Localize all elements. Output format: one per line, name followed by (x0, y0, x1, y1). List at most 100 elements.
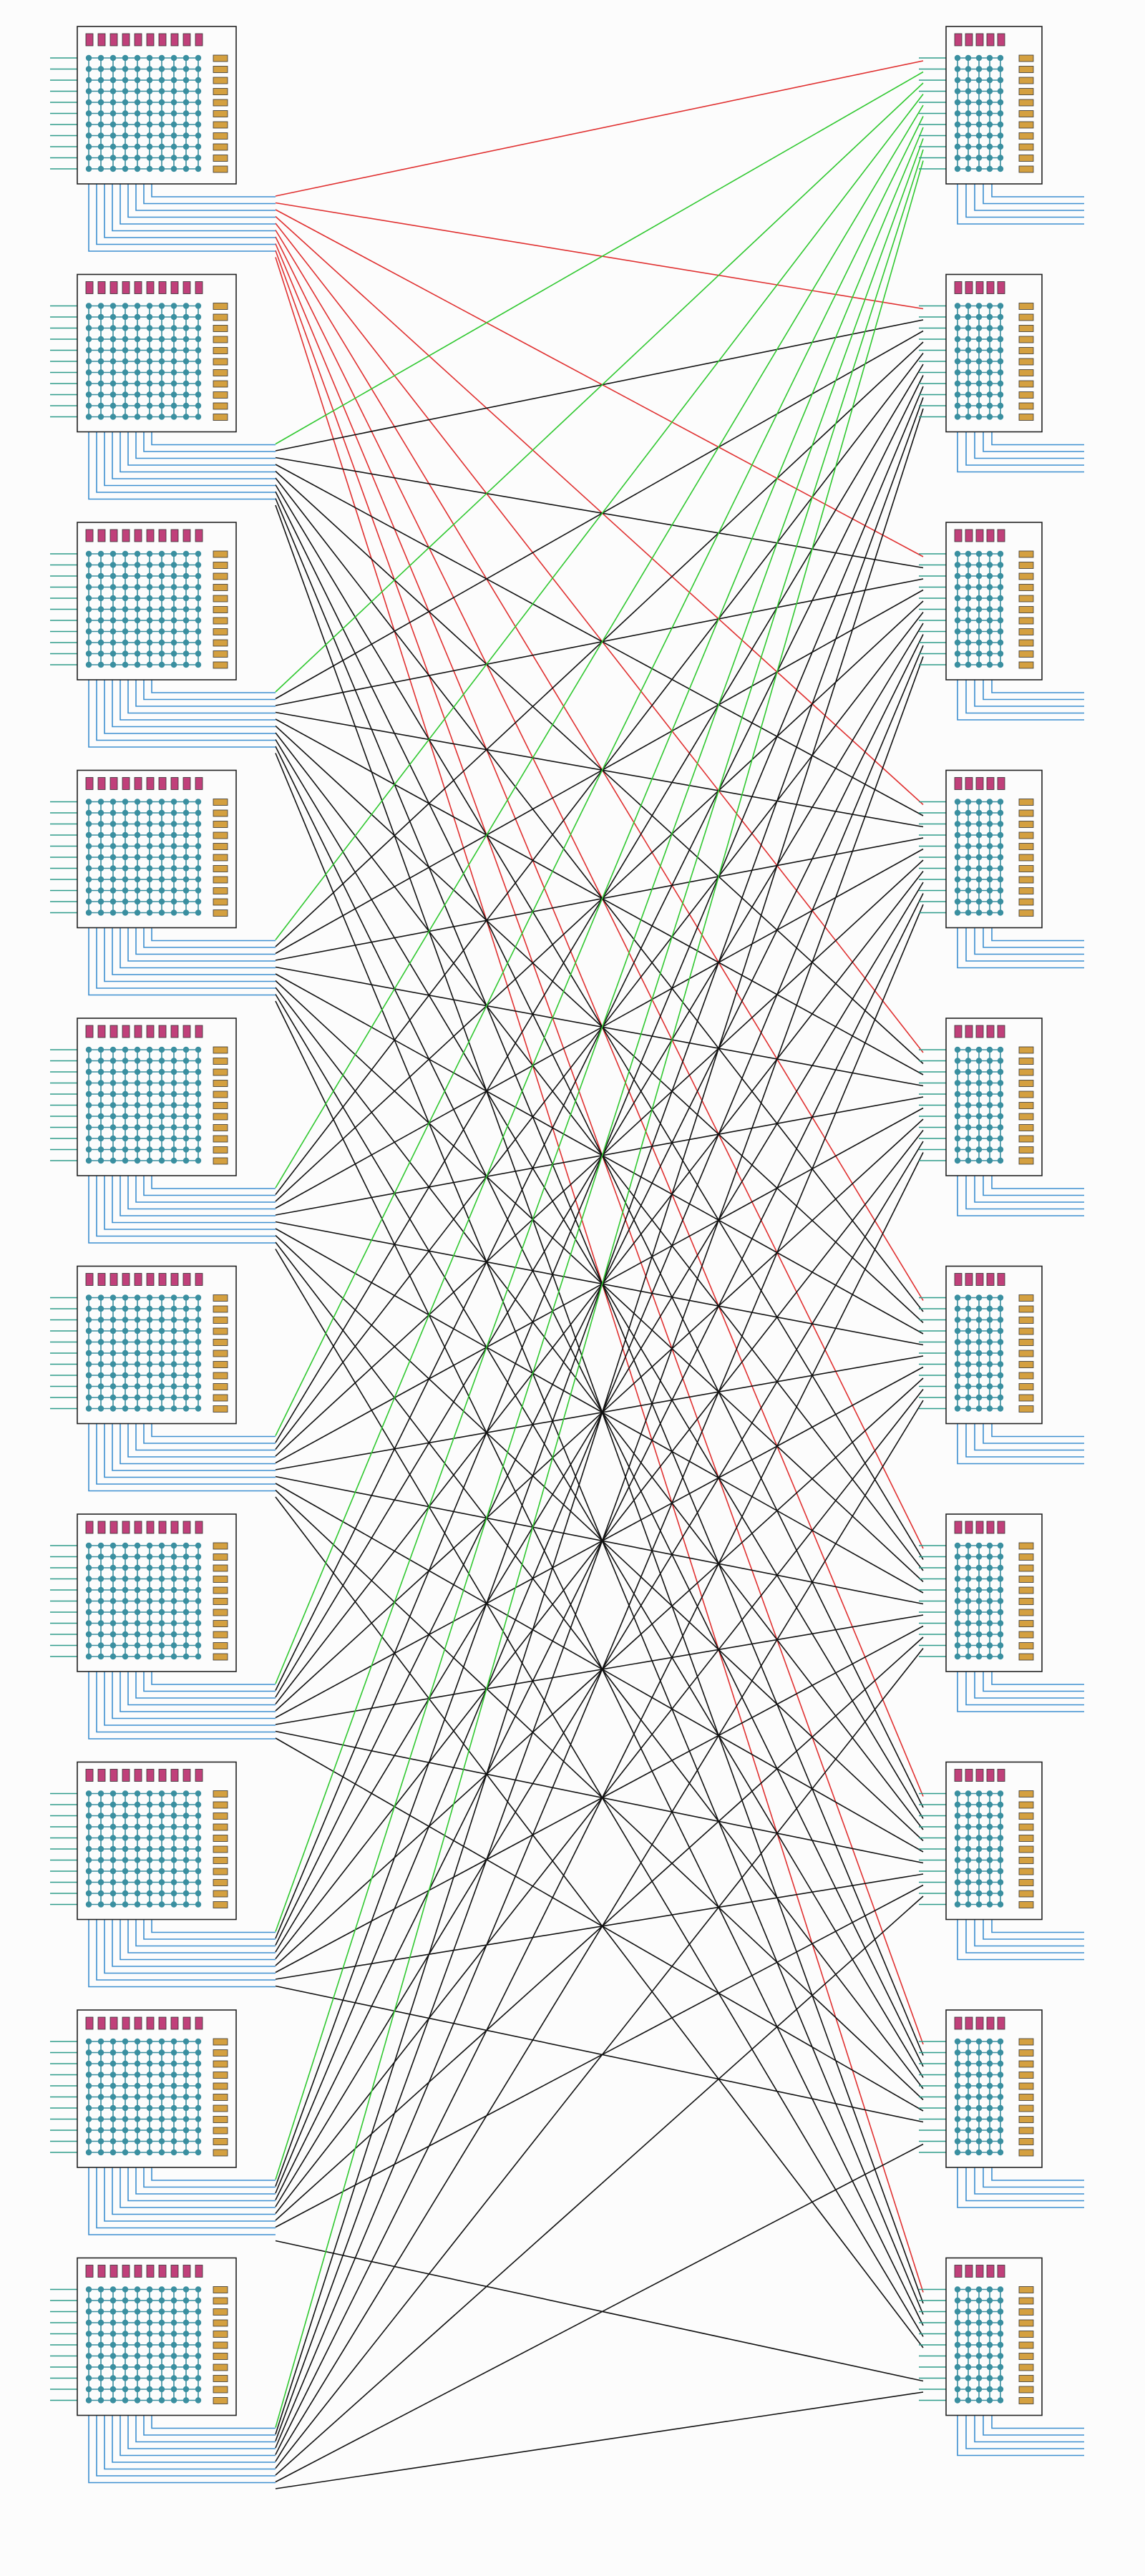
connection-edge (275, 966, 924, 1087)
grid-node (975, 1890, 983, 1897)
grid-node (170, 887, 177, 894)
grid-node (195, 1372, 202, 1379)
grid-node (134, 809, 141, 816)
grid-node (986, 303, 993, 309)
top-indicator (122, 1769, 130, 1782)
grid-node (195, 1350, 202, 1357)
grid-node (170, 1113, 177, 1120)
grid-node (109, 572, 117, 580)
grid-node (109, 325, 117, 331)
grid-node (170, 2386, 177, 2393)
grid-node (997, 865, 1004, 872)
grid-node (986, 562, 993, 568)
connection-edge (275, 71, 924, 445)
grid-node (122, 1394, 129, 1401)
output-line (974, 424, 1084, 459)
grid-node (986, 1835, 993, 1841)
grid-node (986, 1564, 993, 1571)
grid-node (986, 1845, 993, 1853)
grid-node (97, 414, 104, 420)
grid-node (122, 66, 129, 72)
grid-node (85, 1383, 92, 1390)
grid-node (122, 1091, 129, 1098)
side-indicator (213, 876, 228, 884)
grid-node (146, 628, 153, 635)
grid-node (954, 2049, 961, 2056)
grid-node (997, 1146, 1004, 1153)
grid-node (170, 1294, 177, 1301)
side-indicator (213, 2060, 228, 2068)
grid-node (85, 821, 92, 827)
grid-node (85, 1845, 92, 1853)
connection-edge (275, 149, 924, 2180)
grid-node (134, 2375, 141, 2381)
grid-node (134, 1857, 141, 1863)
grid-node (122, 1890, 129, 1897)
grid-node (170, 572, 177, 580)
side-indicator (1018, 414, 1034, 421)
grid-node (134, 2060, 141, 2067)
grid-node (170, 402, 177, 409)
grid-node (965, 66, 972, 72)
grid-node (195, 1576, 202, 1582)
grid-node (146, 1890, 153, 1897)
grid-node (85, 99, 92, 106)
grid-node (97, 313, 104, 321)
top-indicator (134, 33, 142, 47)
grid-node (997, 414, 1004, 420)
grid-node (146, 1361, 153, 1367)
connection-edges (275, 60, 924, 2489)
grid-node (122, 77, 129, 84)
grid-node (965, 1294, 972, 1301)
grid-node (997, 380, 1004, 387)
grid-node (182, 1857, 190, 1863)
grid-node (134, 2297, 141, 2304)
grid-node (97, 606, 104, 613)
grid-node (170, 1157, 177, 1164)
grid-node (158, 402, 165, 409)
output-line (957, 920, 1084, 969)
grid-node (182, 2138, 190, 2145)
connection-edge (275, 578, 924, 706)
grid-node (195, 1564, 202, 1571)
grid-node (975, 1124, 983, 1131)
grid-node (195, 1801, 202, 1808)
grid-node (986, 854, 993, 861)
grid-node (97, 54, 104, 62)
top-indicator (182, 777, 191, 790)
side-indicator (1018, 1653, 1034, 1661)
right-block (919, 1761, 1084, 1961)
connection-edge (275, 1730, 924, 1864)
side-indicator (213, 1609, 228, 1616)
output-line (957, 1664, 1084, 1712)
grid-node (146, 2341, 153, 2348)
grid-node (158, 1879, 165, 1885)
side-indicator (213, 54, 228, 62)
top-indicator (122, 281, 130, 294)
grid-node (997, 639, 1004, 646)
right-block (919, 1018, 1084, 1216)
grid-node (195, 110, 202, 117)
grid-node (158, 617, 165, 624)
grid-node (158, 865, 165, 872)
output-line (135, 673, 276, 707)
grid-node (170, 325, 177, 331)
connection-edge (275, 82, 924, 693)
grid-node (170, 1901, 177, 1908)
grid-node (85, 1653, 92, 1660)
grid-node (975, 1372, 983, 1379)
grid-node (975, 1835, 983, 1841)
grid-node (170, 1598, 177, 1604)
grid-node (954, 1598, 961, 1604)
grid-node (986, 1405, 993, 1412)
grid-node (158, 595, 165, 602)
output-line (965, 424, 1084, 466)
grid-node (146, 1091, 153, 1098)
grid-node (122, 2363, 129, 2371)
grid-node (954, 1901, 961, 1908)
grid-node (965, 1146, 972, 1153)
grid-node (134, 347, 141, 353)
side-indicator (1018, 1361, 1034, 1368)
grid-node (965, 661, 972, 668)
connection-edge (275, 484, 924, 1560)
